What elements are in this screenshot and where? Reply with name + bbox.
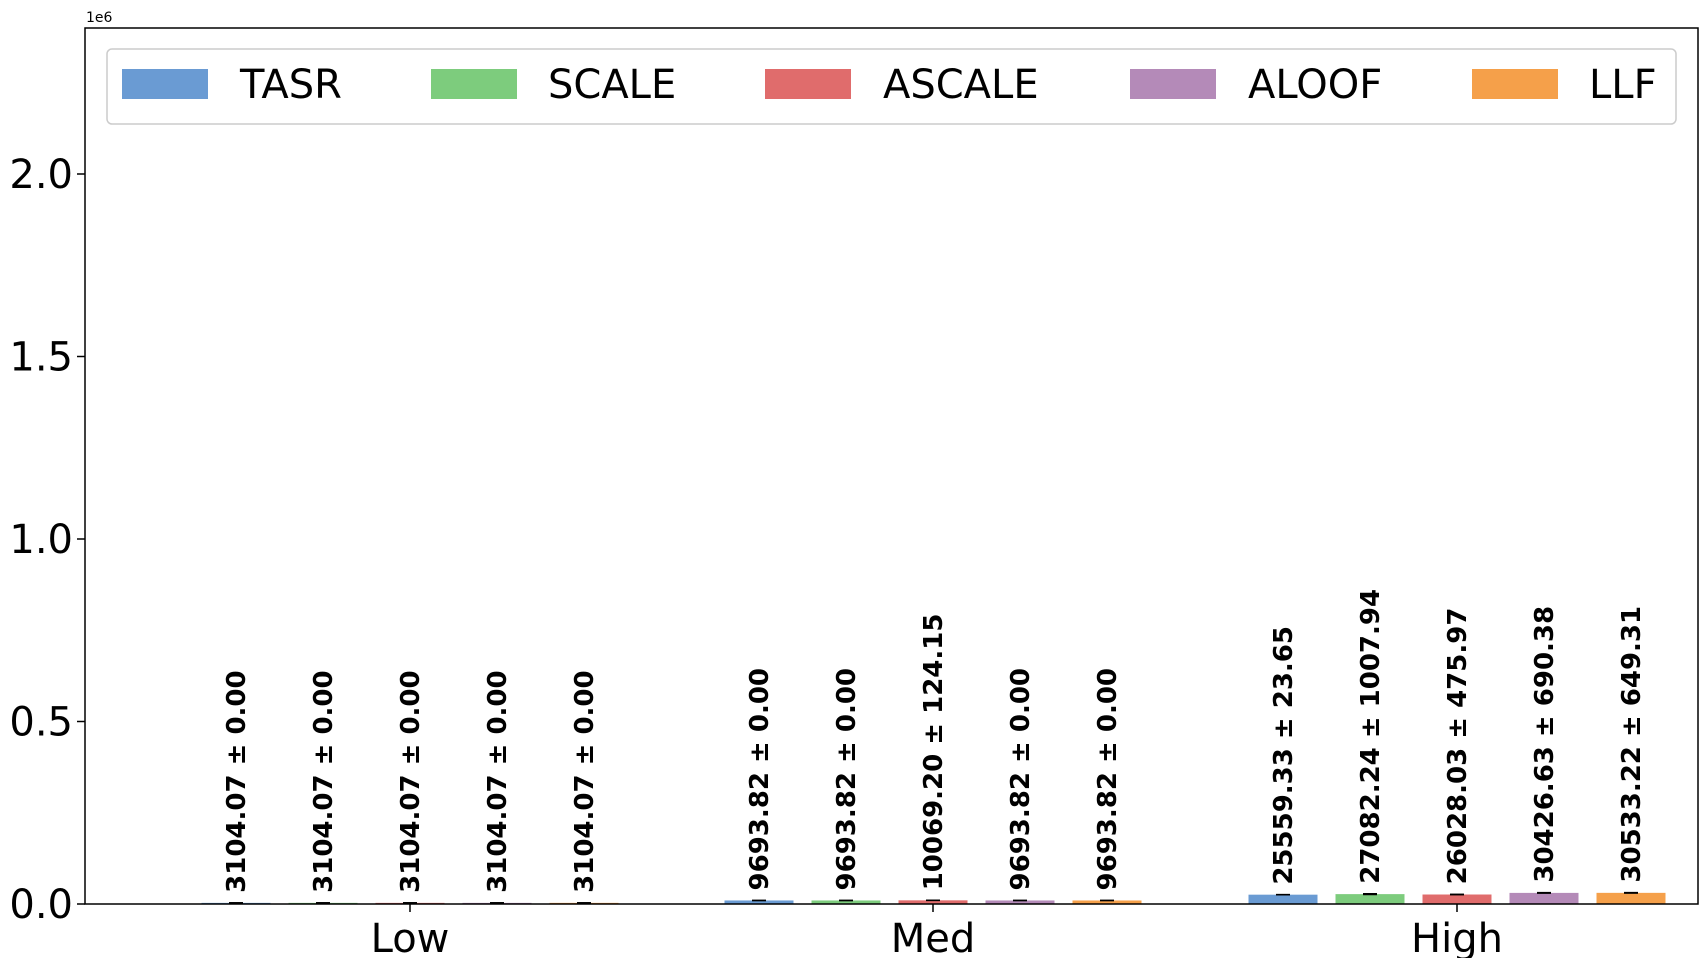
y-tick-label: 1.0	[9, 517, 73, 563]
bar-value-label: 30533.22 ± 649.31	[1617, 606, 1647, 883]
plot-frame	[84, 27, 1699, 905]
legend-swatch-scale[interactable]	[431, 69, 517, 99]
bar-value-label: 26028.03 ± 475.97	[1443, 608, 1473, 885]
bar-llf-high	[1596, 892, 1666, 904]
bar-value-label: 3104.07 ± 0.00	[570, 670, 600, 892]
bar-value-label: 3104.07 ± 0.00	[222, 670, 252, 892]
x-axis: Low Med High	[371, 904, 1503, 958]
bar-llf-med	[1072, 900, 1142, 904]
bar-value-label: 30426.63 ± 690.38	[1530, 606, 1560, 883]
bar-value-label: 3104.07 ± 0.00	[396, 670, 426, 892]
y-axis: 0.0 0.5 1.0 1.5 2.0	[9, 152, 85, 928]
legend-swatch-llf[interactable]	[1472, 69, 1558, 99]
bar-value-label: 3104.07 ± 0.00	[483, 670, 513, 892]
bar-value-label: 10069.20 ± 124.15	[919, 614, 949, 891]
legend-swatch-aloof[interactable]	[1130, 69, 1216, 99]
bar-value-label: 3104.07 ± 0.00	[309, 670, 339, 892]
y-tick-label: 2.0	[9, 152, 73, 198]
legend-label-llf[interactable]: LLF	[1589, 62, 1657, 108]
legend[interactable]: TASR SCALE ASCALE ALOOF LLF	[106, 48, 1677, 125]
legend-label-aloof[interactable]: ALOOF	[1248, 62, 1382, 108]
legend-label-tasr[interactable]: TASR	[239, 62, 342, 108]
bar-value-label: 27082.24 ± 1007.94	[1356, 589, 1386, 884]
bar-aloof-med	[985, 900, 1055, 904]
y-axis-exponent-label: 1e6	[86, 10, 113, 26]
legend-label-scale[interactable]: SCALE	[548, 62, 676, 108]
legend-swatch-tasr[interactable]	[122, 69, 208, 99]
bar-scale-high	[1335, 894, 1405, 904]
bar-tasr-med	[724, 900, 794, 904]
bar-value-label: 9693.82 ± 0.00	[745, 668, 775, 890]
bar-tasr-high	[1248, 894, 1318, 904]
y-tick-label: 0.0	[9, 882, 73, 928]
x-tick-label-low: Low	[371, 916, 450, 958]
x-tick-label-high: High	[1411, 916, 1503, 958]
y-tick-label: 1.5	[9, 335, 73, 381]
bar-labels-layer: 3104.07 ± 0.00 3104.07 ± 0.00 3104.07 ± 0.…	[222, 589, 1647, 893]
legend-label-ascale[interactable]: ASCALE	[883, 62, 1039, 108]
bars-layer	[201, 891, 1666, 904]
bar-aloof-high	[1509, 892, 1579, 904]
bar-value-label: 9693.82 ± 0.00	[832, 668, 862, 890]
bar-value-label: 9693.82 ± 0.00	[1006, 668, 1036, 890]
bar-ascale-med	[898, 900, 968, 904]
legend-frame	[106, 48, 1677, 125]
bar-value-label: 9693.82 ± 0.00	[1093, 668, 1123, 890]
legend-swatch-ascale[interactable]	[765, 69, 851, 99]
bar-value-label: 25559.33 ± 23.65	[1269, 626, 1299, 885]
x-tick-label-med: Med	[891, 916, 976, 958]
y-tick-label: 0.5	[9, 700, 73, 746]
bar-scale-med	[811, 900, 881, 904]
bar-ascale-high	[1422, 894, 1492, 904]
